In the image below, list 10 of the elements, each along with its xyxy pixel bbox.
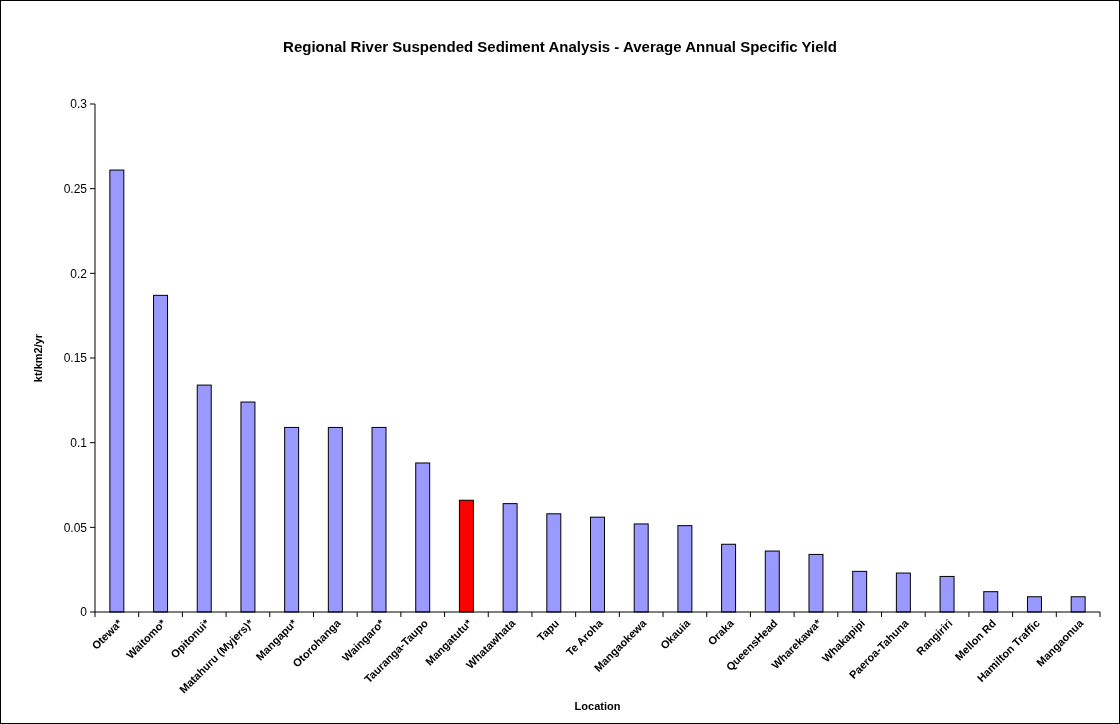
y-tick-label: 0 bbox=[80, 605, 88, 620]
y-tick-label: 0.2 bbox=[70, 266, 88, 281]
y-tick-label: 0.25 bbox=[63, 181, 88, 196]
chart-title: Regional River Suspended Sediment Analysis - Average Annual Specific Yield bbox=[283, 38, 837, 55]
y-tick-label: 0.3 bbox=[70, 97, 88, 112]
x-axis-title: Location bbox=[574, 700, 621, 712]
y-tick-label: 0.15 bbox=[63, 351, 88, 366]
y-axis-title: kt/km2/yr bbox=[32, 333, 44, 383]
y-tick-label: 0.1 bbox=[70, 435, 88, 450]
y-tick-label: 0.05 bbox=[63, 520, 88, 535]
